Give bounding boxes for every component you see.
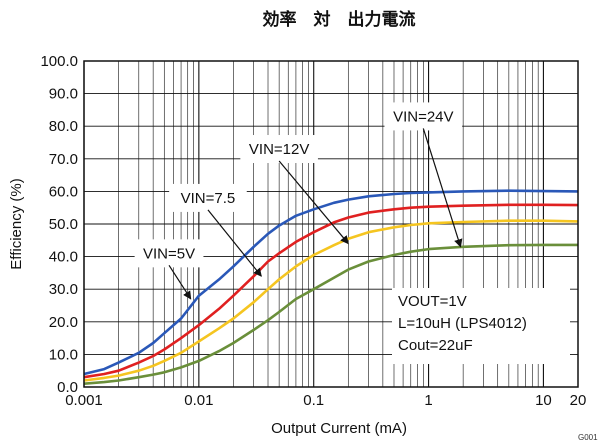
- y-tick-label: 0.0: [57, 379, 78, 396]
- series-line: [83, 219, 579, 382]
- note-line: Cout=22uF: [398, 337, 473, 354]
- x-tick-label: 0.001: [65, 392, 103, 409]
- x-tick-label: 0.01: [184, 392, 213, 409]
- series-line: [83, 243, 578, 385]
- y-tick-label: 60.0: [49, 183, 78, 200]
- x-tick-label: 10: [535, 392, 552, 409]
- annotation-label: VIN=5V: [143, 245, 195, 262]
- y-tick-label: 100.0: [40, 53, 78, 70]
- y-tick-label: 30.0: [49, 281, 78, 298]
- series-line: [83, 203, 579, 379]
- y-tick-label: 80.0: [49, 118, 78, 135]
- annotation-arrow: [422, 128, 463, 248]
- y-tick-label: 20.0: [49, 314, 78, 331]
- annotation-label: VIN=7.5: [181, 190, 236, 207]
- x-axis-label: Output Current (mA): [271, 420, 407, 437]
- note-line: L=10uH (LPS4012): [398, 315, 527, 332]
- annotation-box: [384, 102, 463, 131]
- annotation-box: [169, 183, 247, 212]
- y-tick-label: 50.0: [49, 216, 78, 233]
- chart-title: 効率 対 出力電流: [263, 9, 416, 29]
- tick-labels: 0.010.020.030.040.050.060.070.080.090.01…: [40, 53, 586, 409]
- annotation-label: VIN=12V: [249, 141, 309, 158]
- y-tick-label: 70.0: [49, 151, 78, 168]
- annotation-arrow: [207, 209, 262, 277]
- conditions-note: VOUT=1V L=10uH (LPS4012) Cout=22uF: [392, 288, 570, 364]
- y-tick-label: 40.0: [49, 249, 78, 266]
- x-tick-label: 1: [424, 392, 432, 409]
- annotation-box: [134, 239, 204, 268]
- annotation-box: [240, 135, 318, 164]
- annotation-arrow: [168, 265, 192, 300]
- y-tick-label: 90.0: [49, 86, 78, 103]
- annotation-label: VIN=24V: [393, 108, 453, 125]
- x-tick-label: 0.1: [303, 392, 324, 409]
- y-tick-label: 10.0: [49, 346, 78, 363]
- annotations: VIN=5V VIN=7.5 VIN=12V VIN=24V: [134, 102, 463, 300]
- annotation-arrow: [278, 160, 349, 245]
- series-lines: [83, 189, 579, 385]
- figure-id: G001: [578, 433, 598, 442]
- y-axis-label: Efficiency (%): [8, 178, 25, 269]
- note-line: VOUT=1V: [398, 293, 467, 310]
- series-line: [83, 189, 579, 376]
- note-box: [392, 288, 570, 364]
- x-tick-label: 20: [570, 392, 587, 409]
- plot-frame: [83, 60, 579, 388]
